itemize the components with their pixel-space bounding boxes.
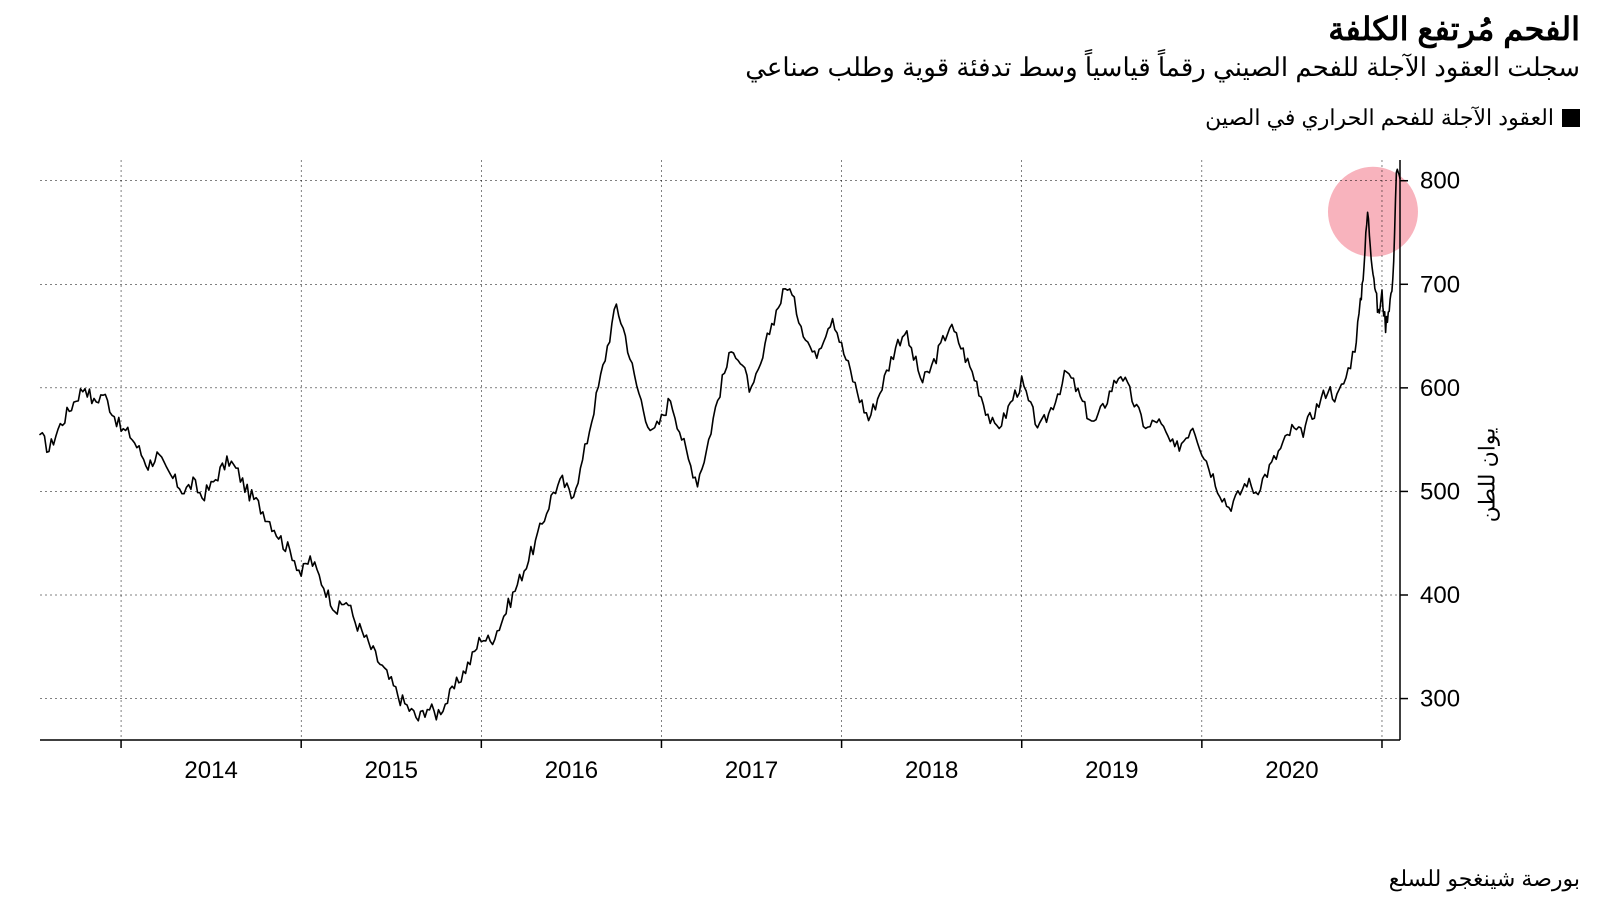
x-tick-label: 2019 xyxy=(1085,757,1138,784)
x-tick-label: 2018 xyxy=(905,757,958,784)
x-tick-label: 2017 xyxy=(725,757,778,784)
chart-header: الفحم مُرتفع الكلفة سجلت العقود الآجلة ل… xyxy=(745,10,1580,83)
y-tick-label: 500 xyxy=(1420,478,1460,505)
chart-subtitle: سجلت العقود الآجلة للفحم الصيني رقماً قي… xyxy=(745,52,1580,83)
chart-source: بورصة شينغجو للسلع xyxy=(1389,866,1580,892)
x-tick-label: 2016 xyxy=(545,757,598,784)
chart-svg: 300 400 500 600 700 800 2014 2015 2016 2017 2018 20… xyxy=(30,150,1480,800)
y-tick-label: 300 xyxy=(1420,686,1460,713)
legend-swatch xyxy=(1562,109,1580,127)
y-tick-label: 600 xyxy=(1420,375,1460,402)
chart-container: الفحم مُرتفع الكلفة سجلت العقود الآجلة ل… xyxy=(0,0,1600,900)
y-tick-label: 700 xyxy=(1420,271,1460,298)
legend-label: العقود الآجلة للفحم الحراري في الصين xyxy=(1205,105,1554,131)
chart-plot-area: 300 400 500 600 700 800 2014 2015 2016 2017 2018 20… xyxy=(30,150,1480,800)
y-axis-label: يوان للطن xyxy=(1475,428,1501,523)
price-series-line xyxy=(40,169,1400,721)
x-tick-label: 2020 xyxy=(1265,757,1318,784)
chart-title: الفحم مُرتفع الكلفة xyxy=(745,10,1580,48)
chart-legend: العقود الآجلة للفحم الحراري في الصين xyxy=(1205,105,1580,131)
x-tick-label: 2014 xyxy=(184,757,237,784)
y-tick-label: 400 xyxy=(1420,582,1460,609)
x-tick-label: 2015 xyxy=(365,757,418,784)
y-tick-label: 800 xyxy=(1420,168,1460,195)
